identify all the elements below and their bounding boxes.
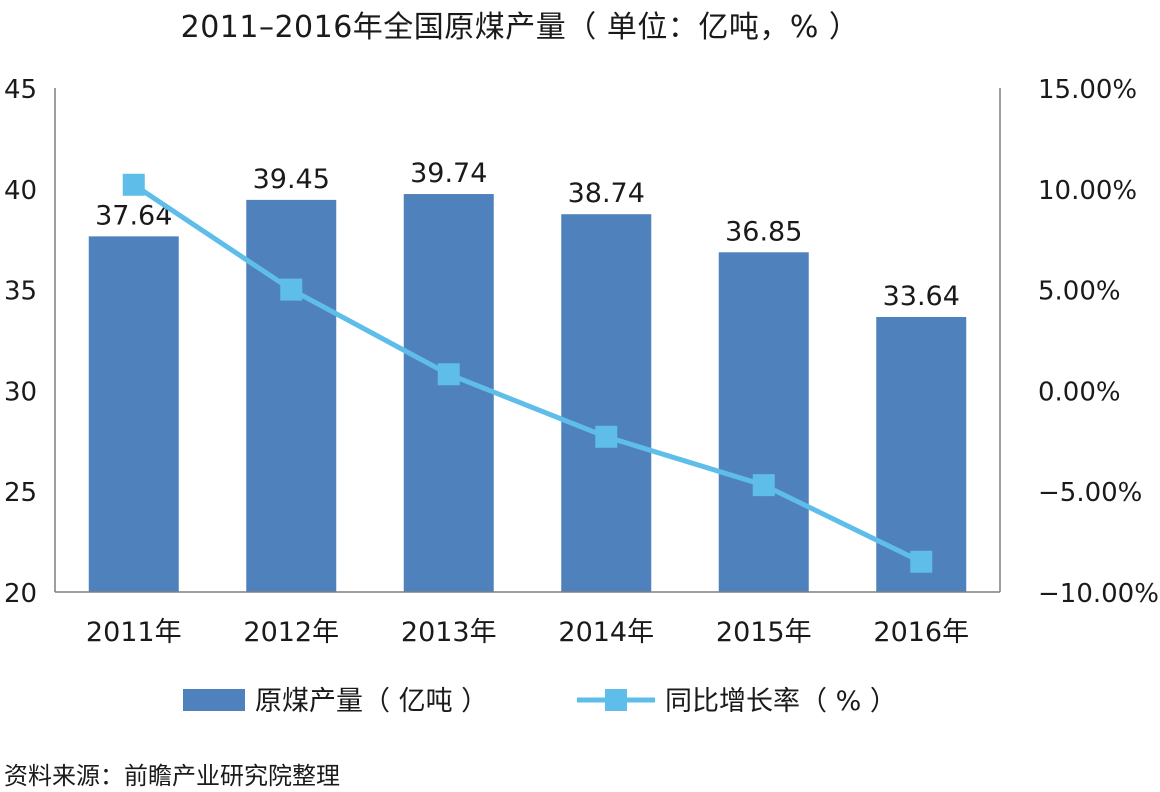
growth-marker-5 [910,550,933,573]
bar-0 [88,236,179,592]
y-right-tick-label: −10.00% [1038,579,1159,609]
y-left-tick-label: 20 [4,579,37,609]
bar-2 [403,194,494,592]
x-tick-label: 2012年 [243,617,339,648]
bar-5 [876,317,967,592]
bar-data-label: 37.64 [95,200,172,231]
y-left-tick-label: 40 [4,176,37,206]
bar-data-label: 38.74 [568,178,645,209]
chart-title: 2011–2016年全国原煤产量（ 单位：亿吨，% ） [180,10,860,45]
y-right-tick-label: −5.00% [1038,478,1142,508]
bar-3 [561,214,652,592]
y-right-tick-label: 5.00% [1038,277,1121,307]
growth-marker-0 [122,173,145,196]
bar-1 [246,199,337,592]
legend-swatch-marker [605,689,627,711]
growth-marker-4 [752,474,775,497]
growth-marker-3 [595,425,618,448]
x-tick-label: 2016年 [873,617,969,648]
y-left-tick-label: 25 [4,478,37,508]
bar-data-label: 39.45 [253,164,330,195]
bar-data-label: 33.64 [883,281,960,312]
y-left-tick-label: 35 [4,277,37,307]
growth-line [132,182,923,565]
y-left-tick-label: 45 [4,75,37,105]
growth-marker-1 [280,278,303,301]
x-tick-label: 2015年 [716,617,812,648]
bar-data-label: 36.85 [725,216,802,247]
x-tick-label: 2013年 [401,617,497,648]
bar-data-label: 39.74 [410,158,487,189]
growth-marker-2 [437,363,460,386]
y-right-tick-label: 15.00% [1038,75,1137,105]
x-tick-label: 2014年 [558,617,654,648]
bar-4 [718,252,809,592]
legend-label-line: 同比增长率（ % ） [665,686,897,717]
source-note: 资料来源：前瞻产业研究院整理 [4,762,340,790]
y-right-tick-label: 10.00% [1038,176,1137,206]
legend-label-bar: 原煤产量（ 亿吨 ） [255,686,488,717]
y-left-tick-label: 30 [4,377,37,407]
y-right-tick-label: 0.00% [1038,377,1121,407]
x-tick-label: 2011年 [86,617,182,648]
legend-swatch-bar [183,689,245,711]
